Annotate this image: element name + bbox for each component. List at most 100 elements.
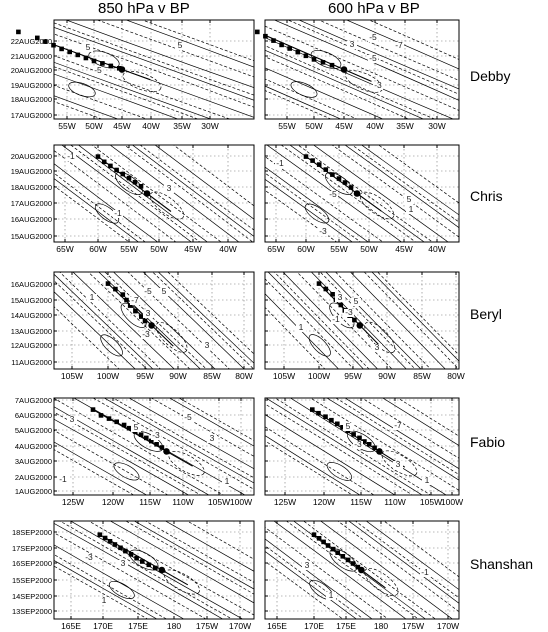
contour-positive <box>265 538 373 619</box>
contour-negative <box>265 45 436 119</box>
y-tick-label: 2AUG2000 <box>15 473 52 482</box>
contour-label-bg <box>143 310 153 318</box>
contour-label: 3 <box>121 558 126 568</box>
x-tick-label: 45W <box>184 244 201 254</box>
track-point <box>321 539 326 545</box>
x-tick-label: 170E <box>304 621 324 631</box>
track-point <box>352 317 357 323</box>
contour-label: -1 <box>67 151 75 161</box>
track-point <box>98 413 104 418</box>
contour-label: 3 <box>146 308 151 318</box>
track-point <box>330 546 336 552</box>
x-tick-label: 120W <box>102 497 124 507</box>
contour-negative <box>319 272 416 369</box>
contour-label-bg <box>141 331 151 339</box>
contour-negative <box>265 545 365 619</box>
contour-negative <box>363 272 459 369</box>
y-tick-label: 15AUG2000 <box>11 296 52 305</box>
y-tick-label: 13AUG2000 <box>11 327 52 336</box>
y-tick-label: 18AUG2000 <box>11 183 52 192</box>
track-point <box>303 53 309 59</box>
x-tick-label: 175W <box>196 621 218 631</box>
contour-label-bg <box>84 554 94 562</box>
track-point <box>90 407 96 412</box>
contour-label: 1 <box>425 475 430 485</box>
contour-negative <box>104 272 207 369</box>
contour-negative <box>265 90 332 119</box>
contour-negative <box>265 172 362 242</box>
track-point <box>16 29 21 35</box>
storm-label-beryl: Beryl <box>470 306 502 322</box>
contour-positive <box>273 521 407 619</box>
contour-negative <box>354 521 459 599</box>
track-point <box>323 414 328 419</box>
contour-negative <box>331 145 459 238</box>
contour-negative <box>54 84 148 119</box>
panel-debby-850-hpa: 5 5 -5 55W 50W 45W 40W 35W 30W 17AUG2000 18AUG2000… <box>11 19 255 131</box>
contour-label: 3 <box>375 342 380 352</box>
track-point <box>340 425 345 430</box>
y-tick-label: 13SEP2000 <box>12 607 52 616</box>
track-point <box>35 35 40 41</box>
contour-label-bg <box>164 185 174 193</box>
x-tick-label: 170E <box>93 621 113 631</box>
contour-label-bg <box>183 414 193 422</box>
track-point <box>43 39 48 44</box>
contour-positive <box>154 145 254 220</box>
track-point <box>311 57 317 62</box>
x-tick-label: 80W <box>447 371 464 381</box>
contour-label: -3 <box>152 430 160 440</box>
x-tick-label: 40W <box>366 121 383 131</box>
y-tick-label: 15AUG2000 <box>11 232 52 241</box>
contour-label-bg <box>222 478 232 486</box>
contour-negative <box>265 278 355 369</box>
contour-negative <box>54 150 177 242</box>
contour-positive <box>128 398 254 470</box>
panel-frame <box>264 520 460 620</box>
track-point-current <box>340 66 348 73</box>
y-tick-label: 6AUG2000 <box>15 411 52 420</box>
track-point <box>108 163 113 169</box>
contour-positive <box>265 293 340 369</box>
y-tick-label: 19AUG2000 <box>11 81 52 90</box>
track-point <box>303 154 309 159</box>
y-tick-label: 5AUG2000 <box>15 426 52 435</box>
contour-label: 3 <box>305 560 310 570</box>
contour-negative <box>397 398 459 437</box>
contour-label-bg <box>404 196 414 204</box>
contour-negative <box>337 521 459 613</box>
track-point <box>91 58 97 64</box>
track-point <box>121 422 127 428</box>
track-point <box>144 435 149 441</box>
x-tick-label: 35W <box>396 121 413 131</box>
contour-label: 5 <box>86 42 91 52</box>
x-tick-label: 45W <box>113 121 130 131</box>
contour-cell <box>113 462 140 481</box>
panel-frame <box>53 271 255 370</box>
contour-cell <box>149 191 185 220</box>
contour-positive <box>382 398 459 446</box>
track-point <box>330 292 335 297</box>
contour-label-bg <box>351 298 361 306</box>
contour-label-bg <box>368 55 378 63</box>
track-point <box>351 432 356 437</box>
contour-negative <box>318 20 459 81</box>
track-point <box>138 184 144 189</box>
track-point <box>124 297 129 303</box>
contour-negative <box>87 272 191 369</box>
contour-positive <box>54 544 185 619</box>
contour-label-bg <box>393 461 403 469</box>
y-tick-label: 15SEP2000 <box>12 576 52 585</box>
x-tick-label: 165E <box>267 621 287 631</box>
contour-label-bg <box>373 82 383 90</box>
track-point <box>149 438 154 444</box>
contour-negative <box>92 398 254 490</box>
track-point <box>108 63 114 69</box>
track-point <box>112 542 118 547</box>
contour-label: -3 <box>319 226 327 236</box>
contour-negative <box>54 55 231 119</box>
x-tick-label: 180 <box>374 621 388 631</box>
contour-label: 1 <box>90 292 95 302</box>
